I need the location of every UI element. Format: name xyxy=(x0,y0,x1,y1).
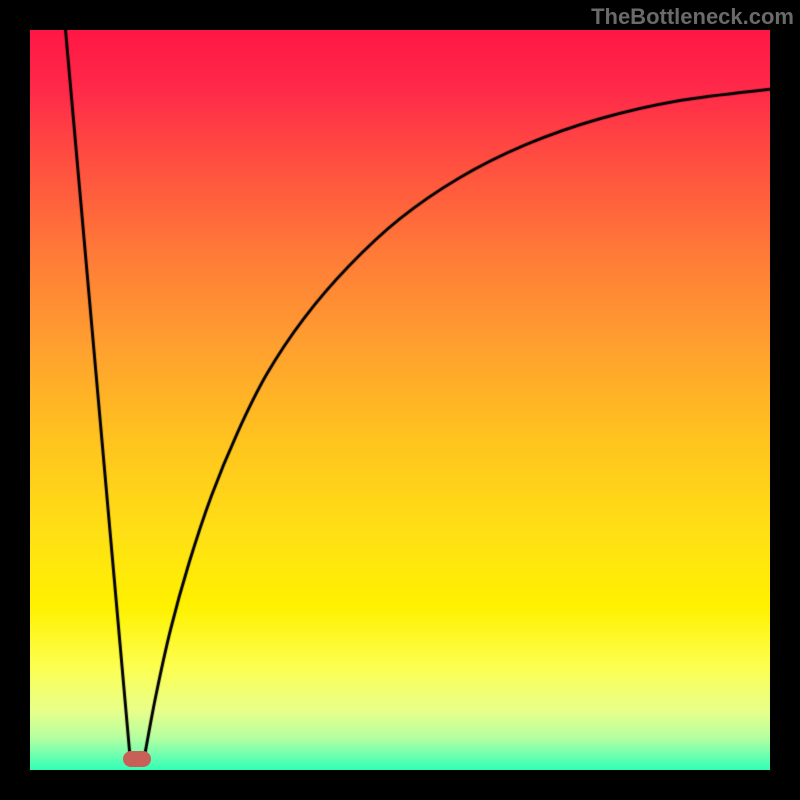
curve-layer xyxy=(30,30,770,770)
minimum-marker xyxy=(123,751,151,767)
watermark-text: TheBottleneck.com xyxy=(591,4,794,30)
chart-container: TheBottleneck.com xyxy=(0,0,800,800)
plot-area xyxy=(30,30,770,770)
